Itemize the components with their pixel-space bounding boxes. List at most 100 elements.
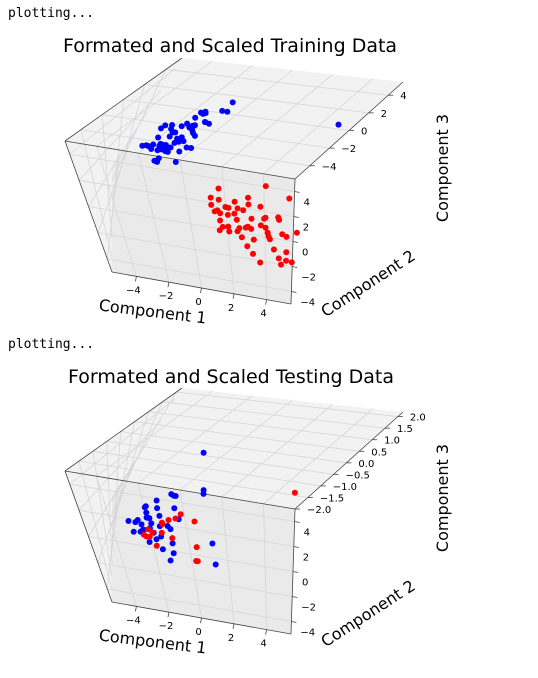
red-data-point [275, 255, 282, 262]
red-data-point [262, 183, 269, 190]
z-tick-label: −2.0 [307, 505, 331, 516]
y-tick-label: 0 [302, 248, 308, 259]
blue-data-point [186, 124, 193, 131]
x-tick-mark [232, 293, 235, 299]
blue-data-point [167, 557, 174, 564]
red-data-point [265, 233, 272, 240]
red-data-point [224, 211, 231, 218]
y-tick-mark [294, 521, 300, 523]
blue-data-point [153, 536, 160, 543]
blue-data-point [154, 158, 161, 165]
x-tick-mark [135, 606, 137, 612]
cell-output-text: plotting... [8, 337, 95, 352]
red-data-point [240, 207, 247, 214]
blue-data-point [143, 514, 150, 521]
cell-output-text: plotting... [8, 6, 95, 21]
blue-data-point [146, 539, 153, 545]
red-data-point [169, 535, 176, 542]
red-data-point [217, 217, 224, 224]
blue-data-point [206, 120, 212, 127]
y-axis-label: Component 2 [317, 246, 418, 321]
red-data-point [262, 214, 269, 221]
x-tick-mark [200, 287, 202, 294]
red-data-point [215, 185, 222, 192]
blue-data-point [229, 99, 236, 106]
red-data-point [231, 198, 238, 205]
red-data-point [234, 205, 241, 212]
x-tick-label: 2 [228, 633, 234, 644]
red-data-point [238, 234, 245, 241]
blue-data-point [335, 121, 342, 128]
blue-data-point [155, 134, 162, 141]
red-data-point [250, 236, 257, 243]
pane-edge [64, 140, 296, 180]
x-tick-label: −2 [159, 291, 174, 302]
blue-data-point [132, 519, 139, 526]
blue-data-point [138, 521, 145, 528]
blue-data-point [156, 512, 163, 519]
blue-data-point [178, 123, 185, 130]
red-data-point [159, 521, 166, 527]
blue-data-point [148, 520, 155, 527]
z-tick-label: 2.0 [410, 413, 426, 424]
testing-scatter-3d: Formated and Scaled Testing Data −4 −2 0 2 4… [64, 366, 452, 658]
red-data-point [283, 257, 290, 264]
red-data-point [194, 558, 201, 565]
red-data-point [153, 542, 160, 549]
red-data-point [149, 529, 156, 536]
pane-edge [64, 140, 113, 273]
blue-data-point [153, 497, 160, 504]
red-data-point [172, 515, 179, 522]
blue-data-point [158, 125, 164, 132]
x-tick-mark [135, 276, 137, 282]
z-tick-label: 4 [400, 91, 406, 102]
z-tick-label: 0.5 [371, 447, 387, 458]
z-tick-label: −4 [322, 162, 337, 173]
blue-data-point [159, 546, 166, 553]
y-tick-mark [292, 241, 299, 243]
red-data-point [225, 204, 232, 211]
red-data-point [208, 201, 215, 208]
red-data-point [257, 259, 264, 266]
red-data-point [279, 231, 286, 238]
z-axis-label: Component 3 [433, 114, 452, 222]
red-data-point [177, 511, 184, 518]
side-pane [65, 388, 182, 602]
x-tick-mark [200, 617, 202, 624]
blue-data-point [200, 110, 206, 117]
red-data-point [275, 214, 282, 221]
blue-data-point [190, 130, 196, 136]
y-tick-label: 4 [304, 198, 310, 209]
y-tick-label: 0 [302, 578, 308, 589]
training-scatter-3d: Formated and Scaled Training Data −4 −2 0 2… [63, 35, 452, 328]
blue-data-point [176, 148, 183, 155]
y-tick-label: −2 [301, 603, 316, 614]
y-tick-label: −2 [301, 273, 316, 284]
red-data-point [215, 196, 222, 203]
tick-labels: −4 −2 0 2 4 −4 −2 0 2 4 −4 −2 0 2 4 [126, 91, 407, 319]
y-tick-label: 4 [304, 528, 310, 539]
blue-data-point [164, 523, 171, 529]
red-data-point [207, 194, 214, 201]
blue-data-point [140, 526, 147, 533]
x-tick-mark [167, 282, 170, 288]
red-data-point [233, 216, 240, 223]
red-data-point [165, 517, 172, 523]
blue-data-point [154, 147, 161, 154]
red-data-point [193, 544, 200, 551]
red-data-point [270, 246, 277, 253]
data-points [139, 99, 342, 268]
blue-data-point [162, 122, 169, 129]
z-tick-label: 0 [361, 127, 367, 138]
blue-data-point [130, 528, 137, 535]
red-data-point [283, 233, 290, 240]
pane-edge [64, 470, 113, 603]
blue-data-point [200, 490, 207, 497]
red-data-point [283, 249, 290, 256]
blue-data-point [171, 505, 178, 512]
y-tick-mark [292, 596, 298, 598]
x-axis-label: Component 1 [98, 296, 208, 328]
red-data-point [216, 227, 223, 234]
y-tick-label: −4 [300, 628, 315, 639]
pane-edge [64, 57, 183, 142]
